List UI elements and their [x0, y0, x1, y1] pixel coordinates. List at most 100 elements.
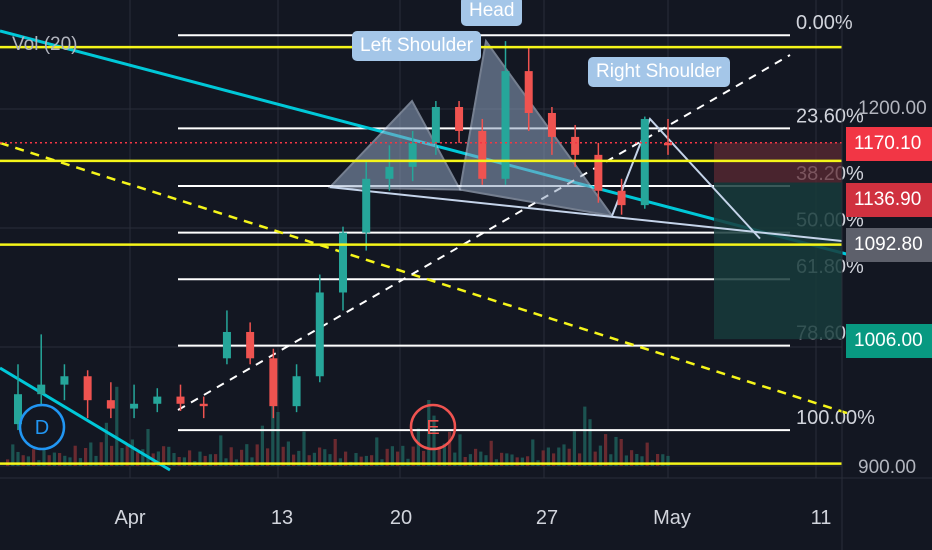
- candle-body: [362, 178, 371, 233]
- volume-bar: [396, 451, 400, 466]
- horizontal-lines[interactable]: [0, 45, 842, 465]
- volume-bar: [609, 454, 613, 466]
- volume-bar: [479, 451, 483, 466]
- volume-bar: [110, 445, 114, 466]
- volume-bar: [463, 457, 467, 466]
- volume-bar: [156, 451, 160, 466]
- volume-bar: [162, 446, 166, 466]
- neckline: [329, 186, 843, 243]
- volume-bar: [640, 456, 644, 466]
- candle-body: [199, 403, 208, 407]
- volume-bar: [411, 446, 415, 466]
- head-and-shoulders-pattern[interactable]: [327, 38, 843, 243]
- volume-bar: [557, 447, 561, 466]
- stop-loss-zone: [714, 142, 842, 183]
- candle-body: [408, 142, 417, 167]
- candle-body: [37, 384, 46, 395]
- volume-bar: [136, 452, 140, 466]
- volume-bar: [292, 454, 296, 466]
- volume-indicator-label[interactable]: Vol (20): [12, 34, 78, 55]
- right-shoulder-shape: [611, 117, 761, 240]
- volume-bar: [546, 447, 550, 466]
- volume-bar: [458, 434, 462, 466]
- volume-bar: [416, 428, 420, 466]
- volume-bar: [505, 453, 509, 466]
- volume-bar: [344, 451, 348, 466]
- white-dashed-trendline: [177, 54, 791, 411]
- volume-bar: [578, 453, 582, 466]
- volume-bar: [250, 457, 254, 466]
- volume-bar: [78, 458, 82, 466]
- head-callout[interactable]: Head: [461, 0, 523, 26]
- candle-body: [501, 71, 510, 179]
- volume-bar: [526, 456, 530, 466]
- volume-bar: [32, 449, 36, 466]
- candle-body: [594, 154, 603, 191]
- volume-bar: [125, 444, 129, 466]
- right-shoulder-callout[interactable]: Right Shoulder: [588, 57, 730, 87]
- volume-bar: [276, 412, 280, 466]
- left-shoulder-callout[interactable]: Left Shoulder: [352, 31, 482, 61]
- candle-body: [222, 331, 231, 359]
- volume-bar: [214, 454, 218, 466]
- candle-body: [106, 400, 115, 409]
- candle-body: [524, 71, 533, 113]
- volume-bar: [604, 434, 608, 466]
- volume-bar: [84, 448, 88, 466]
- volume-bar: [297, 450, 301, 466]
- volume-bar: [229, 447, 233, 466]
- volume-bar: [323, 449, 327, 466]
- volume-bar: [21, 455, 25, 466]
- volume-bar: [318, 447, 322, 466]
- volume-bar: [531, 439, 535, 466]
- volume-bar: [520, 457, 524, 466]
- volume-bar: [104, 422, 108, 466]
- volume-bar: [42, 450, 46, 466]
- volume-bar: [99, 442, 103, 466]
- volume-bar: [141, 449, 145, 466]
- volume-bar: [182, 457, 186, 466]
- short-position-tool[interactable]: [714, 142, 842, 340]
- y-tick-label: 1200.00: [858, 98, 927, 119]
- volume-bar: [172, 453, 176, 466]
- volume-bar: [489, 440, 493, 466]
- volume-bar: [583, 406, 587, 466]
- volume-bar: [593, 451, 597, 466]
- candle-body: [315, 292, 324, 377]
- volume-bar: [333, 439, 337, 466]
- candle-body: [130, 403, 139, 409]
- volume-bar: [666, 455, 670, 466]
- lower-trendline: [0, 366, 171, 472]
- volume-bar: [312, 452, 316, 466]
- volume-bar: [448, 431, 452, 466]
- volume-bar: [177, 457, 181, 466]
- volume-bar: [598, 445, 602, 466]
- volume-bar: [442, 443, 446, 466]
- candle-body: [571, 136, 580, 155]
- crosshair-price-label: 1092.80: [846, 228, 932, 262]
- volume-bar: [47, 455, 51, 466]
- event-marker: [409, 403, 457, 451]
- target-price-label: 1006.00: [846, 324, 932, 358]
- volume-bar: [385, 448, 389, 466]
- volume-bar: [245, 444, 249, 466]
- volume-bar: [115, 386, 119, 466]
- candle-body: [617, 190, 626, 206]
- volume-bar: [562, 444, 566, 466]
- volume-bar: [541, 450, 545, 466]
- volume-bar: [302, 431, 306, 466]
- x-tick-label: Apr: [114, 507, 145, 529]
- volume-bar: [11, 444, 15, 466]
- candle-body: [83, 376, 92, 401]
- last-price-label: 1170.10: [846, 127, 932, 161]
- candle-body: [339, 232, 347, 293]
- volume-bar: [260, 425, 264, 466]
- volume-bar: [281, 446, 285, 466]
- entry-price-label: 1136.90: [846, 183, 932, 217]
- volume-bar: [552, 453, 556, 466]
- volume-bar: [286, 441, 290, 466]
- volume-bar: [16, 451, 20, 466]
- volume-bar: [619, 439, 623, 466]
